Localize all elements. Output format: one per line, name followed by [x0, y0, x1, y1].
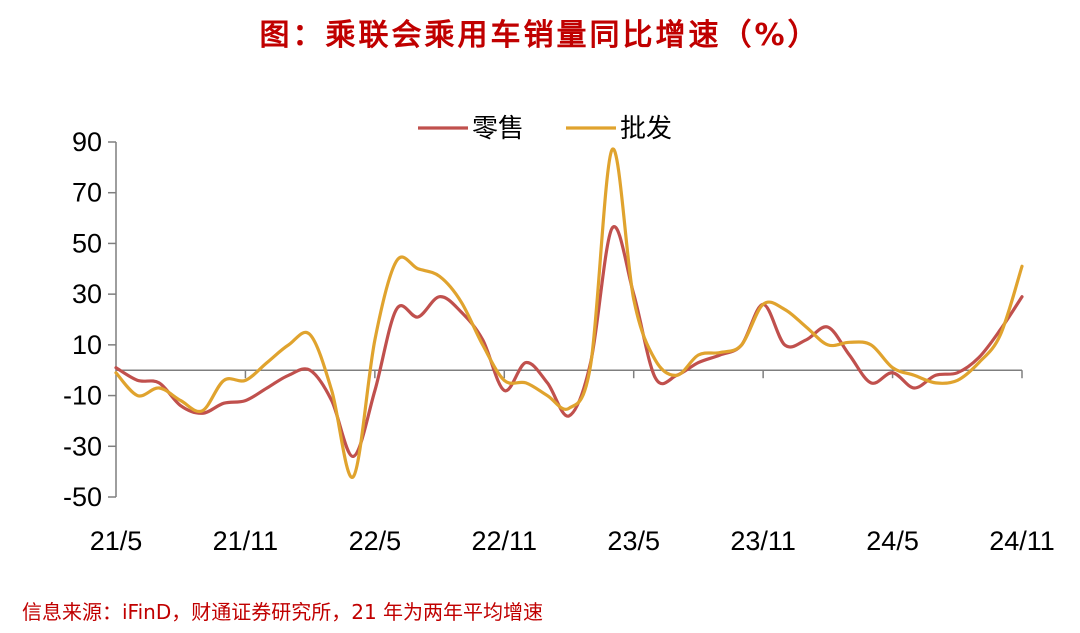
x-tick-label: 22/11	[472, 526, 538, 556]
wholesale-line	[114, 147, 1024, 479]
y-tick-label: 90	[72, 127, 102, 157]
legend: 零售 批发	[418, 114, 672, 144]
y-tick-label: -30	[63, 431, 102, 461]
y-tick-label: 10	[72, 330, 102, 360]
y-tick-label: -10	[63, 381, 102, 411]
y-tick-label: -50	[63, 482, 102, 512]
chart-title: 图：乘联会乘用车销量同比增速（%）	[259, 18, 821, 53]
y-tick-label: 50	[72, 228, 102, 258]
x-tick-label: 21/5	[90, 526, 143, 556]
x-tick-label: 23/5	[607, 526, 660, 556]
retail-line	[114, 225, 1024, 458]
source-note: 信息来源：iFinD，财通证券研究所，21 年为两年平均增速	[22, 600, 544, 624]
x-tick-label: 24/11	[989, 526, 1055, 556]
y-tick-label: 30	[72, 279, 102, 309]
x-axis: 21/5 21/11 22/5 22/11 23/5 23/11 24/5 24/11	[90, 369, 1055, 556]
legend-item-wholesale: 批发	[620, 114, 672, 144]
x-tick-label: 21/11	[213, 526, 279, 556]
x-tick-label: 24/5	[866, 526, 919, 556]
x-tick-label: 23/11	[730, 526, 796, 556]
series-lines	[114, 147, 1024, 479]
y-tick-label: 70	[72, 178, 102, 208]
x-tick-label: 22/5	[349, 526, 402, 556]
y-axis: 90 70 50 30 10 -10 -30 -50	[63, 127, 117, 512]
legend-item-retail: 零售	[472, 114, 524, 144]
